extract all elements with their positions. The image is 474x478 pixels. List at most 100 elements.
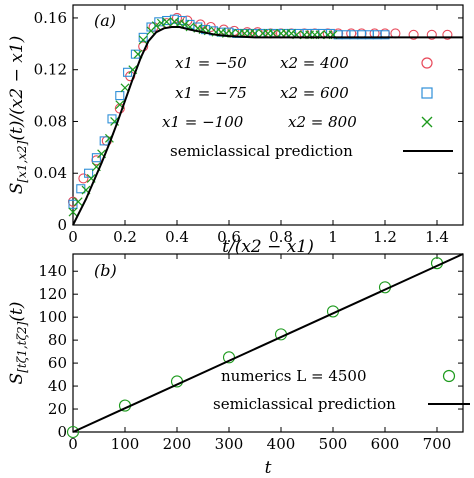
panel-b-marks xyxy=(66,253,464,439)
panel-a-square-point xyxy=(76,184,86,194)
legend-a-row4-text: semiclassical prediction xyxy=(170,142,353,160)
panel-b-xtick-label: 700 xyxy=(423,435,452,453)
panel-a-square-point xyxy=(123,67,133,77)
legend-a-circle-marker xyxy=(421,57,433,69)
panel-a-square-point xyxy=(99,136,109,146)
panel-a-ytick-label: 0.12 xyxy=(34,61,67,79)
panel-a-circle-point xyxy=(408,29,419,40)
panel-a-frame xyxy=(72,4,464,226)
svg-text:S[x1,x2](t)/(x2 − x1): S[x1,x2](t)/(x2 − x1) xyxy=(7,36,29,195)
panel-a-ylabel-sub: [x1,x2] xyxy=(15,140,29,182)
panel-b-xtick-label: 0 xyxy=(68,435,78,453)
panel-a-square-point xyxy=(115,91,125,101)
panel-a-xtick-label: 1.4 xyxy=(425,228,449,246)
panel-a-square-point xyxy=(107,114,117,124)
panel-a-square-point xyxy=(84,168,94,178)
panel-a-xtick-label: 0.2 xyxy=(113,228,137,246)
panel-b-ytick-label: 0 xyxy=(57,423,67,441)
legend-a-row3-x1: x1 = −100 xyxy=(162,113,244,131)
panel-a-square-point xyxy=(130,49,140,59)
panel-a-cross-point xyxy=(175,18,185,28)
panel-a-circle-point xyxy=(171,12,183,23)
panel-a-square-point xyxy=(138,32,148,42)
legend-a-cross-marker xyxy=(421,116,433,128)
panel-a-square-point xyxy=(380,30,390,40)
panel-b-xtick-label: 200 xyxy=(163,435,192,453)
panel-a-circle-point xyxy=(426,29,437,40)
legend-b-circle-marker xyxy=(442,369,456,383)
panel-a-ytick-label: 0 xyxy=(57,216,67,234)
panel-a-label: (a) xyxy=(94,11,116,30)
panel-a-cross-point xyxy=(151,21,161,31)
panel-b-legend: numerics L = 4500 semiclassical predicti… xyxy=(213,367,470,413)
panel-b-xtick-label: 300 xyxy=(215,435,244,453)
panel-a-cross-point xyxy=(156,18,166,28)
panel-a-ylabel-main: S xyxy=(7,183,27,195)
panel-b-xtick-label: 600 xyxy=(371,435,400,453)
panel-b-xtick-label: 100 xyxy=(111,435,140,453)
panel-a-marks xyxy=(67,12,463,226)
panel-b-ylabel-main: S xyxy=(7,373,27,385)
legend-a-row2-x1: x1 = −75 xyxy=(175,84,247,102)
legend-b-row2-text: semiclassical prediction xyxy=(213,395,396,413)
panel-a-circle-point xyxy=(442,29,453,40)
panel-b: 0 100 200 300 400 500 600 700020406080100120140… xyxy=(7,253,470,478)
panel-b-ytick-label: 60 xyxy=(48,354,67,372)
panel-a-xtick-label: 0.4 xyxy=(165,228,189,246)
panel-a-series-line xyxy=(72,26,463,226)
panel-a-ytick-label: 0.16 xyxy=(34,9,67,27)
panel-b-ytick-label: 80 xyxy=(48,331,67,349)
panel-a-cross-point xyxy=(268,29,278,38)
panel-a-legend: x1 = −50 x2 = 400 x1 = −75 x2 = 600 x1 =… xyxy=(162,54,453,160)
panel-a-xtick-label: 1 xyxy=(328,228,338,246)
panel-b-xlabel: t xyxy=(265,458,272,478)
legend-a-row1-x1: x1 = −50 xyxy=(175,54,247,72)
panel-a-cross-point xyxy=(73,197,83,207)
panel-a-cross-point xyxy=(162,17,172,27)
panel-b-ytick-label: 140 xyxy=(38,262,67,280)
panel-b-xtick-label: 500 xyxy=(319,435,348,453)
panel-a: 0 0.2 0.4 0.6 0.8 1 1.2 1.4 0 0.04 0.08 0.12 0.16 (a… xyxy=(7,4,464,257)
panel-a-ytick-label: 0.04 xyxy=(34,164,67,182)
panel-a-xtick-label: 0 xyxy=(68,228,78,246)
panel-b-ylabel: S[tζ1,tζ2](t) xyxy=(7,302,29,385)
panel-a-ylabel: S[x1,x2](t)/(x2 − x1) xyxy=(7,36,29,195)
svg-text:S[tζ1,tζ2](t): S[tζ1,tζ2](t) xyxy=(7,302,29,385)
panel-a-square-point xyxy=(68,199,78,209)
panel-a-xlabel: t/(x2 − x1) xyxy=(222,237,314,257)
panel-a-xtick-label: 0.8 xyxy=(269,228,293,246)
panel-b-ylabel-rest: (t) xyxy=(7,302,27,322)
panel-b-ytick-label: 120 xyxy=(38,285,67,303)
legend-a-row3-x2: x2 = 800 xyxy=(288,113,357,131)
panel-a-cross-point xyxy=(250,29,260,38)
panel-b-circle-point xyxy=(66,425,80,439)
panel-a-cross-point xyxy=(68,207,78,217)
panel-a-circle-point xyxy=(161,18,172,29)
legend-a-row2-x2: x2 = 600 xyxy=(280,84,349,102)
legend-b-row1-text: numerics L = 4500 xyxy=(221,367,367,385)
legend-a-square-marker xyxy=(421,87,433,99)
panel-a-cross-point xyxy=(169,17,179,27)
panel-a-square-point xyxy=(154,17,164,27)
panel-a-square-point xyxy=(91,153,101,163)
panel-a-ticks: 0 0.2 0.4 0.6 0.8 1 1.2 1.4 0 0.04 0.08 0.12 0.16 xyxy=(34,5,463,246)
legend-a-row1-x2: x2 = 400 xyxy=(280,54,349,72)
panel-a-xtick-label: 1.2 xyxy=(373,228,397,246)
panel-b-ytick-label: 100 xyxy=(38,308,67,326)
panel-b-xtick-label: 400 xyxy=(267,435,296,453)
panel-b-ytick-label: 20 xyxy=(48,400,67,418)
panel-a-ylabel-rest: (t)/(x2 − x1) xyxy=(7,36,27,141)
panel-b-ytick-label: 40 xyxy=(48,377,67,395)
panel-b-label: (b) xyxy=(94,261,117,280)
panel-b-frame xyxy=(72,253,464,433)
panel-b-series-line xyxy=(72,253,464,433)
panel-a-xtick-label: 0.6 xyxy=(217,228,241,246)
panel-a-ytick-label: 0.08 xyxy=(34,112,67,130)
panel-a-xlabel-text: t/(x2 − x1) xyxy=(222,237,314,257)
panel-b-ylabel-sub: [tζ1,tζ2] xyxy=(15,321,29,372)
panel-a-circle-point xyxy=(78,173,89,184)
panel-a-square-point xyxy=(146,22,156,32)
panel-a-cross-point xyxy=(286,29,296,38)
